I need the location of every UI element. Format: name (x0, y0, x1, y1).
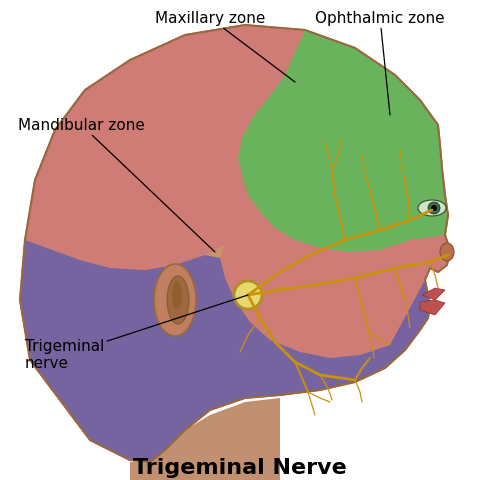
Polygon shape (422, 288, 445, 300)
Text: Trigeminal Nerve: Trigeminal Nerve (133, 458, 347, 478)
Polygon shape (130, 398, 280, 480)
Circle shape (431, 205, 437, 211)
Polygon shape (238, 30, 448, 252)
Polygon shape (20, 25, 450, 462)
Text: Maxillary zone: Maxillary zone (155, 11, 295, 82)
Polygon shape (25, 25, 305, 270)
Ellipse shape (440, 243, 454, 261)
Text: Trigeminal
nerve: Trigeminal nerve (25, 295, 248, 371)
Polygon shape (220, 158, 450, 358)
Polygon shape (20, 240, 430, 462)
Circle shape (234, 281, 262, 309)
Ellipse shape (418, 200, 446, 216)
Ellipse shape (167, 276, 189, 324)
Circle shape (428, 202, 440, 214)
Ellipse shape (172, 281, 182, 309)
Ellipse shape (154, 264, 196, 336)
Text: Mandibular zone: Mandibular zone (18, 118, 215, 252)
Polygon shape (420, 300, 445, 315)
Text: Ophthalmic zone: Ophthalmic zone (315, 11, 445, 115)
